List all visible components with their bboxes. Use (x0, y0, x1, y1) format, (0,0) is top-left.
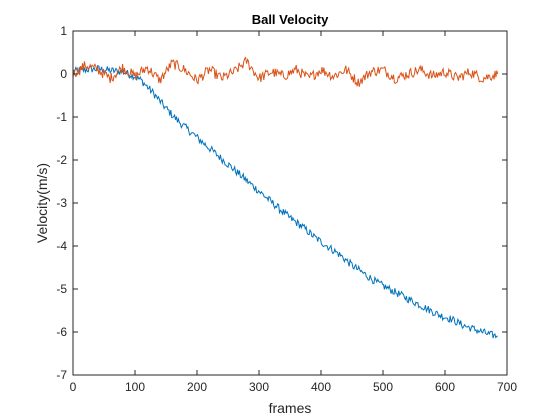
y-axis-title: Velocity(m/s) (34, 163, 50, 243)
x-tick-label: 0 (70, 380, 77, 394)
plot-area-background (73, 31, 507, 375)
y-tick-label: 0 (60, 67, 67, 81)
y-tick-label: -6 (56, 325, 67, 339)
x-tick-label: 300 (249, 380, 269, 394)
y-tick-label: -5 (56, 282, 67, 296)
x-axis-title: frames (269, 400, 312, 416)
series-line-1 (72, 64, 498, 339)
y-tick-label: -1 (56, 110, 67, 124)
y-tick-label: -7 (56, 368, 67, 382)
x-tick-label: 700 (497, 380, 517, 394)
x-tick-label: 100 (125, 380, 145, 394)
tick-layer: 0 100 200 300 400 500 600 700 -7 -6 -5 -4 -3 -2 -1 0 1 (56, 24, 517, 394)
x-tick-label: 600 (435, 380, 455, 394)
series-line-2 (72, 56, 499, 87)
series-layer (72, 56, 499, 339)
y-tick-label: -2 (56, 153, 67, 167)
x-tick-label: 400 (311, 380, 331, 394)
x-tick-label: 200 (187, 380, 207, 394)
y-tick-label: 1 (60, 24, 67, 38)
x-tick-label: 500 (373, 380, 393, 394)
chart-title: Ball Velocity (252, 12, 329, 27)
y-tick-label: -3 (56, 196, 67, 210)
y-tick-label: -4 (56, 239, 67, 253)
